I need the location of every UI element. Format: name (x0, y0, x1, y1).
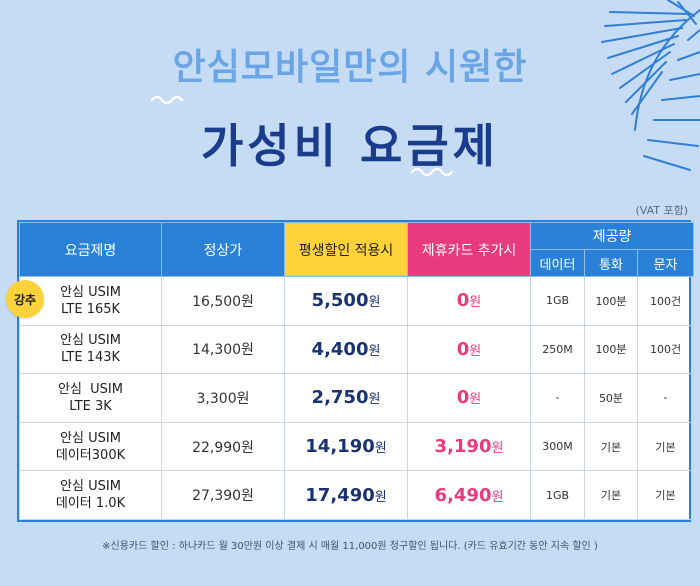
regular-price: 3,300원 (161, 373, 285, 423)
header-sms: 문자 (636, 249, 695, 277)
page-title-line1: 안심모바일만의 시원한 (172, 47, 528, 88)
plan-name: 안심 USIM LTE 143K (19, 324, 162, 375)
plan-name: 안심 USIM 데이터300K (19, 421, 162, 472)
sms-amount: 기본 (636, 421, 695, 472)
card-price: 6,490원 (407, 470, 531, 520)
data-amount: 250M (530, 324, 585, 375)
table-row: 안심 USIM LTE 3K 3,300원 2,750원 0원 - 50분 - (19, 373, 695, 423)
footnote: ※신용카드 할인 : 하나카드 월 30만원 이상 결제 시 매월 11,000… (102, 541, 598, 552)
call-amount: 100분 (584, 276, 638, 326)
regular-price: 27,390원 (161, 470, 285, 520)
data-amount: 1GB (530, 470, 585, 520)
call-amount: 100분 (584, 324, 638, 375)
regular-price: 22,990원 (161, 421, 285, 472)
plan-name: 안심 USIM LTE 165K (19, 276, 162, 326)
data-amount: - (530, 373, 585, 423)
call-amount: 기본 (584, 421, 638, 472)
table-row: 안심 USIM 데이터 1.0K 27,390원 17,490원 6,490원 1… (19, 470, 695, 520)
data-amount: 1GB (530, 276, 585, 326)
card-price: 0원 (407, 276, 531, 326)
regular-price: 16,500원 (161, 276, 285, 326)
plan-name: 안심 USIM LTE 3K (19, 373, 162, 423)
header-data: 데이터 (530, 249, 585, 277)
pricing-table: 요금제명 정상가 평생할인 적용시 제휴카드 추가시 제공량 데이터 통화 문자… (17, 220, 695, 522)
vat-note: (VAT 포함) (635, 204, 688, 217)
discount-price: 4,400원 (284, 324, 408, 375)
wave-decoration-icon (150, 95, 184, 104)
data-amount: 300M (530, 421, 585, 472)
page-title-line2: 가성비 요금제 (201, 119, 499, 173)
sms-amount: - (636, 373, 695, 423)
wave-decoration-icon (410, 167, 454, 176)
regular-price: 14,300원 (161, 324, 285, 375)
card-price: 3,190원 (407, 421, 531, 472)
header-partner-card: 제휴카드 추가시 (407, 222, 531, 277)
card-price: 0원 (407, 324, 531, 375)
sms-amount: 기본 (636, 470, 695, 520)
sms-amount: 100건 (636, 324, 695, 375)
palm-leaf-icon (601, 0, 700, 171)
header-call: 통화 (584, 249, 638, 277)
discount-price: 14,190원 (284, 421, 408, 472)
call-amount: 기본 (584, 470, 638, 520)
header-provided: 제공량 (529, 222, 695, 250)
discount-price: 17,490원 (284, 470, 408, 520)
header-regular-price: 정상가 (161, 222, 285, 277)
table-row: 안심 USIM LTE 165K 16,500원 5,500원 0원 1GB 10… (19, 276, 695, 326)
table-row: 안심 USIM 데이터300K 22,990원 14,190원 3,190원 30… (19, 421, 695, 472)
discount-price: 2,750원 (284, 373, 408, 423)
header-plan-name: 요금제명 (19, 222, 162, 277)
table-row: 안심 USIM LTE 143K 14,300원 4,400원 0원 250M 1… (19, 324, 695, 375)
recommended-badge: 강추 (6, 280, 44, 318)
discount-price: 5,500원 (284, 276, 408, 326)
call-amount: 50분 (584, 373, 638, 423)
sms-amount: 100건 (636, 276, 695, 326)
header-lifetime-discount: 평생할인 적용시 (284, 222, 408, 277)
plan-name: 안심 USIM 데이터 1.0K (19, 470, 162, 520)
card-price: 0원 (407, 373, 531, 423)
